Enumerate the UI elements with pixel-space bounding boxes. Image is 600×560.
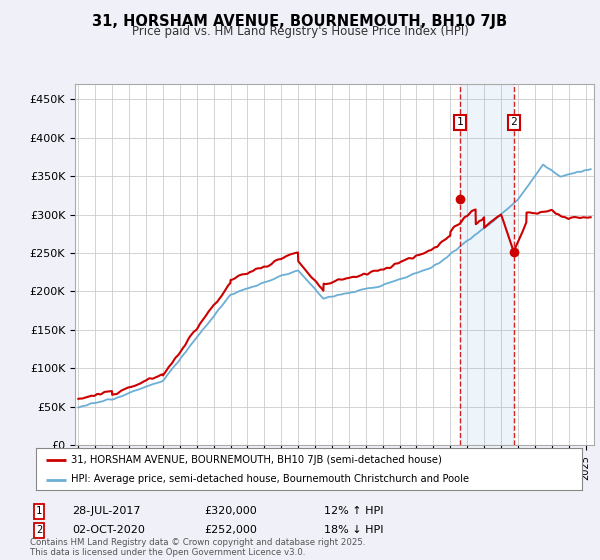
Text: 31, HORSHAM AVENUE, BOURNEMOUTH, BH10 7JB (semi-detached house): 31, HORSHAM AVENUE, BOURNEMOUTH, BH10 7J… [71, 455, 442, 465]
Text: 1: 1 [36, 506, 42, 516]
Text: 31, HORSHAM AVENUE, BOURNEMOUTH, BH10 7JB: 31, HORSHAM AVENUE, BOURNEMOUTH, BH10 7J… [92, 14, 508, 29]
Text: 12% ↑ HPI: 12% ↑ HPI [324, 506, 383, 516]
Text: 28-JUL-2017: 28-JUL-2017 [72, 506, 140, 516]
Text: 2: 2 [36, 525, 42, 535]
Text: 18% ↓ HPI: 18% ↓ HPI [324, 525, 383, 535]
Text: HPI: Average price, semi-detached house, Bournemouth Christchurch and Poole: HPI: Average price, semi-detached house,… [71, 474, 470, 484]
Text: 2: 2 [511, 118, 517, 128]
Text: 1: 1 [457, 118, 463, 128]
Text: £320,000: £320,000 [204, 506, 257, 516]
Text: Price paid vs. HM Land Registry's House Price Index (HPI): Price paid vs. HM Land Registry's House … [131, 25, 469, 38]
Text: £252,000: £252,000 [204, 525, 257, 535]
Text: Contains HM Land Registry data © Crown copyright and database right 2025.
This d: Contains HM Land Registry data © Crown c… [30, 538, 365, 557]
Text: 02-OCT-2020: 02-OCT-2020 [72, 525, 145, 535]
